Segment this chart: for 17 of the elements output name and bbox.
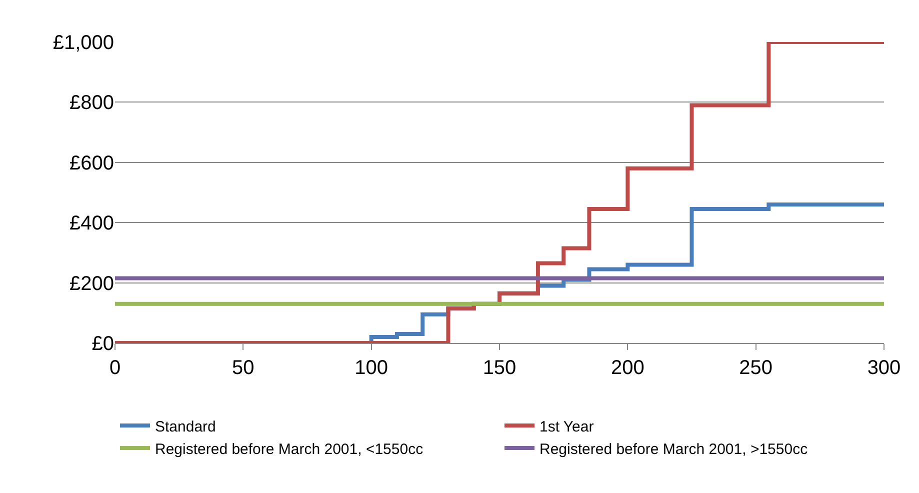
- y-tick-label: £400: [70, 212, 114, 235]
- y-tick-label: £0: [92, 333, 114, 355]
- legend-label: Registered before March 2001, >1550cc: [540, 440, 808, 458]
- x-tick-label: 250: [739, 357, 773, 379]
- x-tick-label: 100: [354, 357, 388, 379]
- legend-label: Registered before March 2001, <1550cc: [155, 440, 424, 458]
- x-tick-label: 0: [109, 357, 121, 379]
- x-tick-label: 150: [482, 357, 516, 379]
- y-tick-label: £800: [70, 92, 114, 114]
- x-tick-label: 200: [610, 357, 644, 379]
- legend-label: Standard: [155, 418, 216, 436]
- legend-label: 1st Year: [540, 418, 594, 436]
- y-tick-label: £1,000: [52, 32, 114, 54]
- y-tick-label: £200: [70, 272, 114, 295]
- x-tick-label: 50: [232, 357, 254, 379]
- x-tick-label: 300: [867, 357, 901, 379]
- y-tick-label: £600: [70, 152, 114, 174]
